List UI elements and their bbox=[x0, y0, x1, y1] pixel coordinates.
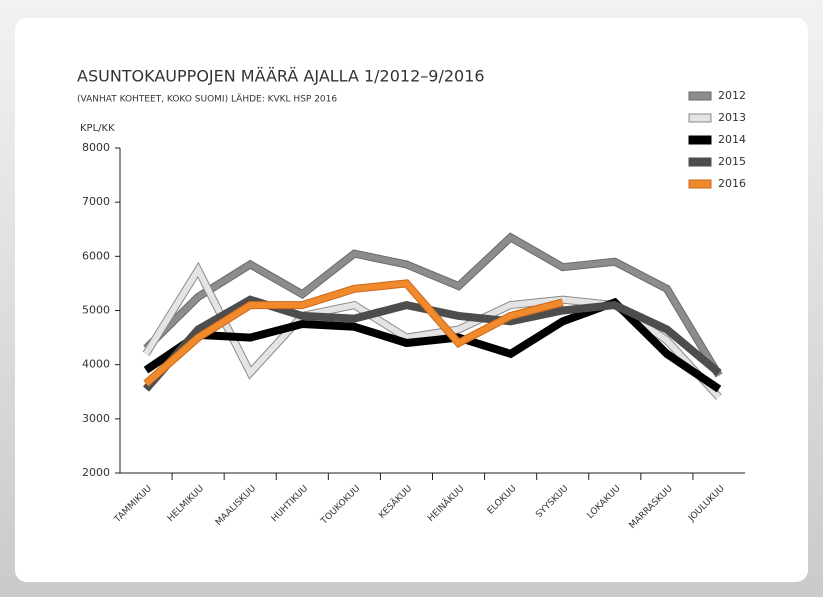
legend-label: 2014 bbox=[718, 133, 746, 146]
y-tick-label: 4000 bbox=[82, 358, 110, 371]
legend-swatch bbox=[688, 179, 712, 189]
chart-title: ASUNTOKAUPPOJEN MÄÄRÄ AJALLA 1/2012–9/20… bbox=[77, 67, 485, 86]
y-axis-label: KPL/KK bbox=[80, 123, 115, 134]
chart-subtitle: (VANHAT KOHTEET, KOKO SUOMI) LÄHDE: KVKL… bbox=[77, 94, 337, 105]
series-line bbox=[144, 280, 564, 386]
legend-swatch bbox=[688, 157, 712, 167]
y-tick-label: 5000 bbox=[82, 304, 110, 317]
series-line bbox=[143, 233, 722, 378]
legend-label: 2013 bbox=[718, 111, 746, 124]
y-tick-label: 8000 bbox=[82, 141, 110, 154]
legend-label: 2016 bbox=[718, 177, 746, 190]
y-tick-label: 7000 bbox=[82, 195, 110, 208]
y-tick-label: 3000 bbox=[82, 412, 110, 425]
legend-swatch bbox=[688, 135, 712, 145]
legend-swatch bbox=[688, 91, 712, 101]
legend-label: 2012 bbox=[718, 89, 746, 102]
legend-label: 2015 bbox=[718, 155, 746, 168]
legend-swatch bbox=[688, 113, 712, 123]
card bbox=[15, 18, 808, 582]
y-tick-label: 2000 bbox=[82, 466, 110, 479]
y-tick-label: 6000 bbox=[82, 249, 110, 262]
